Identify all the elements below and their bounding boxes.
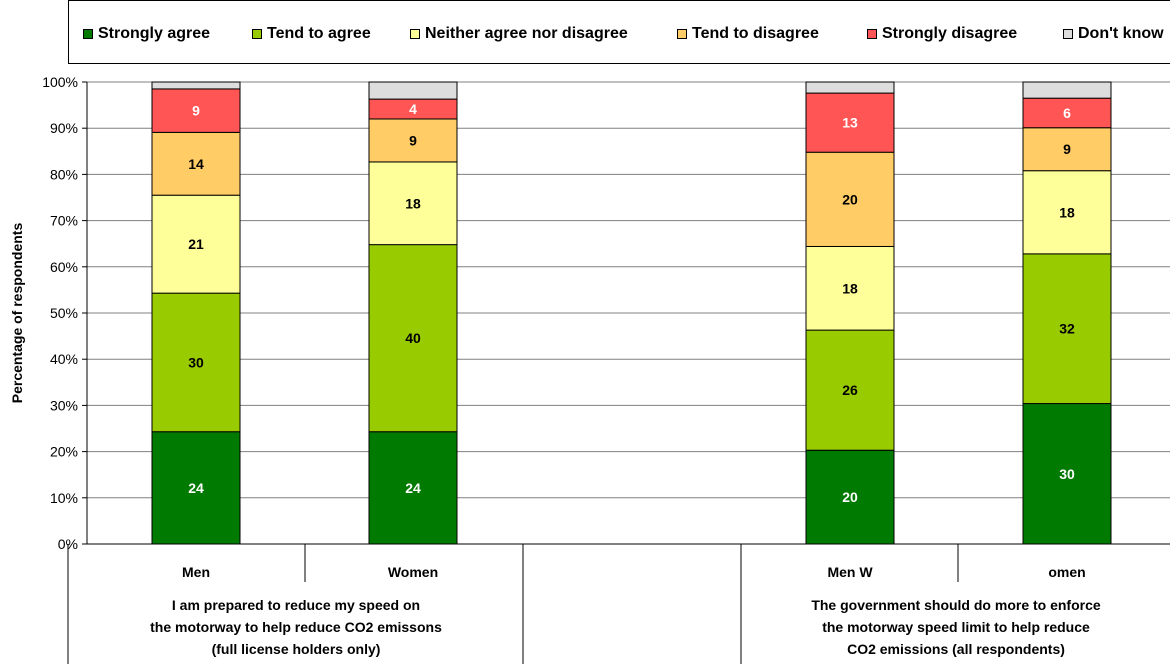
data-label: 20 bbox=[842, 489, 858, 505]
x-tick-label: Women bbox=[388, 564, 438, 580]
bar-segment-tend-to-agree bbox=[368, 244, 458, 433]
y-tick-label: 70% bbox=[50, 213, 78, 229]
data-label: 40 bbox=[405, 330, 421, 346]
bar-segment-don-t-know bbox=[368, 81, 458, 100]
bar-segment-strongly-agree bbox=[368, 431, 458, 545]
x-group-label: The government should do more to enforce bbox=[811, 597, 1101, 613]
bar-segment-don-t-know bbox=[805, 81, 895, 94]
legend-label: Don't know bbox=[1078, 25, 1164, 42]
bar-segment-tend-to-disagree bbox=[805, 151, 895, 247]
legend-swatch bbox=[252, 29, 262, 39]
y-axis-label: Percentage of respondents bbox=[9, 223, 25, 404]
y-tick-label: 10% bbox=[50, 490, 78, 506]
data-label: 24 bbox=[405, 480, 421, 496]
bar-segment-neither-agree-nor-disagree bbox=[368, 161, 458, 246]
bar-segment-strongly-disagree bbox=[151, 88, 241, 133]
bar-segment-tend-to-disagree bbox=[151, 131, 241, 196]
y-tick-label: 30% bbox=[50, 397, 78, 413]
legend-swatch bbox=[1063, 29, 1073, 39]
y-tick-label: 100% bbox=[42, 74, 78, 90]
bar-segment-tend-to-disagree bbox=[1022, 127, 1112, 172]
x-group-label: (full license holders only) bbox=[212, 641, 381, 657]
legend-label: Neither agree nor disagree bbox=[425, 25, 628, 42]
bar-segment-strongly-agree bbox=[151, 431, 241, 545]
y-tick-label: 90% bbox=[50, 120, 78, 136]
x-tick-label: Men bbox=[182, 564, 210, 580]
data-label: 9 bbox=[409, 132, 417, 148]
y-tick-label: 50% bbox=[50, 305, 78, 321]
x-group-label: I am prepared to reduce my speed on bbox=[172, 597, 420, 613]
bar-segment-strongly-agree bbox=[1022, 403, 1112, 545]
data-label: 20 bbox=[842, 191, 858, 207]
legend-label: Strongly agree bbox=[98, 25, 211, 42]
legend-swatch bbox=[677, 29, 687, 39]
data-label: 26 bbox=[842, 382, 858, 398]
x-tick-label: Men W bbox=[827, 564, 873, 580]
y-tick-label: 40% bbox=[50, 351, 78, 367]
bar-segment-tend-to-agree bbox=[805, 329, 895, 451]
legend-swatch bbox=[410, 29, 420, 39]
legend-swatch bbox=[867, 29, 877, 39]
data-label: 30 bbox=[1059, 466, 1075, 482]
y-tick-label: 80% bbox=[50, 166, 78, 182]
y-tick-label: 20% bbox=[50, 444, 78, 460]
y-tick-label: 60% bbox=[50, 259, 78, 275]
data-label: 18 bbox=[405, 195, 421, 211]
legend: Strongly agree Tend to agree Neither agree… bbox=[68, 0, 1170, 64]
bar-segment-don-t-know bbox=[151, 81, 241, 90]
data-label: 18 bbox=[1059, 204, 1075, 220]
data-label: 30 bbox=[188, 354, 204, 370]
x-group-label: the motorway speed limit to help reduce bbox=[822, 619, 1090, 635]
legend-label: Strongly disagree bbox=[882, 25, 1018, 42]
x-group-label: CO2 emissions (all respondents) bbox=[847, 641, 1065, 657]
legend-label: Tend to disagree bbox=[692, 25, 819, 42]
data-label: 14 bbox=[188, 156, 204, 172]
bar-segment-strongly-agree bbox=[805, 449, 895, 545]
data-label: 24 bbox=[188, 480, 204, 496]
data-label: 13 bbox=[842, 115, 858, 131]
data-label: 18 bbox=[842, 280, 858, 296]
data-label: 9 bbox=[192, 103, 200, 119]
data-label: 4 bbox=[409, 101, 417, 117]
bar-segment-tend-to-disagree bbox=[368, 118, 458, 163]
data-label: 9 bbox=[1063, 141, 1071, 157]
x-group-label: the motorway to help reduce CO2 emissons bbox=[150, 619, 442, 635]
legend-swatch bbox=[83, 29, 93, 39]
data-label: 32 bbox=[1059, 321, 1075, 337]
x-tick-label: omen bbox=[1048, 564, 1085, 580]
legend-label: Tend to agree bbox=[267, 25, 371, 42]
bar-segment-neither-agree-nor-disagree bbox=[1022, 170, 1112, 255]
bar-segment-neither-agree-nor-disagree bbox=[805, 245, 895, 331]
bar-segment-don-t-know bbox=[1022, 81, 1112, 99]
bar-segment-tend-to-agree bbox=[151, 292, 241, 433]
data-label: 21 bbox=[188, 236, 204, 252]
data-label: 6 bbox=[1063, 105, 1071, 121]
